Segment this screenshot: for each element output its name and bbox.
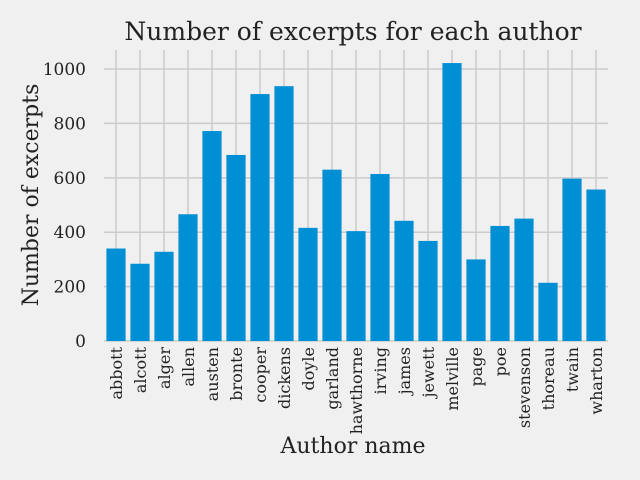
- bar-jewett: [418, 240, 438, 341]
- bar-twain: [562, 178, 582, 341]
- bar-poe: [490, 225, 510, 341]
- x-tick-label: abbott: [107, 346, 126, 399]
- y-tick-labels: 0 200 400 600 800 1000: [43, 60, 86, 352]
- x-tick-label: wharton: [587, 347, 606, 415]
- x-tick-label: allen: [179, 347, 198, 387]
- bar-melville: [442, 63, 462, 342]
- x-tick-label: twain: [563, 347, 582, 392]
- y-tick-label: 800: [54, 114, 86, 134]
- chart-title: Number of excerpts for each author: [124, 17, 581, 46]
- bar-page: [466, 259, 486, 341]
- bar-alcott: [130, 263, 150, 341]
- bar-alger: [154, 251, 174, 341]
- bar-james: [394, 220, 414, 341]
- bar-bronte: [226, 154, 246, 341]
- x-tick-label: james: [395, 347, 414, 396]
- bar-hawthorne: [346, 231, 366, 341]
- x-tick-label: poe: [491, 347, 510, 376]
- x-tick-label: austen: [203, 347, 222, 401]
- y-tick-label: 600: [54, 169, 86, 189]
- bar-allen: [178, 214, 198, 341]
- x-tick-label: thoreau: [539, 347, 558, 410]
- x-tick-label: page: [467, 347, 486, 387]
- x-tick-label: alcott: [131, 346, 150, 393]
- x-tick-labels: abbott alcott alger allen austen bronte cooper…: [107, 346, 606, 434]
- bar-cooper: [250, 94, 270, 341]
- y-tick-label: 0: [75, 332, 86, 352]
- x-tick-label: garland: [323, 347, 342, 410]
- x-tick-label: doyle: [299, 347, 318, 391]
- bar-thoreau: [538, 282, 558, 341]
- x-tick-label: cooper: [251, 347, 270, 403]
- x-tick-label: jewett: [419, 346, 438, 399]
- bar-wharton: [586, 189, 606, 341]
- x-tick-label: alger: [155, 347, 174, 389]
- x-tick-label: hawthorne: [347, 347, 366, 434]
- bar-dickens: [274, 86, 294, 342]
- bar-austen: [202, 131, 222, 341]
- x-tick-label: melville: [443, 347, 462, 411]
- x-tick-label: stevenson: [515, 347, 534, 428]
- y-axis-label: Number of excerpts: [19, 84, 44, 307]
- bars: [106, 63, 606, 342]
- y-tick-label: 200: [54, 278, 86, 298]
- bar-garland: [322, 169, 342, 341]
- x-tick-label: bronte: [227, 347, 246, 401]
- bar-abbott: [106, 248, 126, 341]
- bar-doyle: [298, 227, 318, 341]
- y-tick-label: 400: [54, 223, 86, 243]
- y-tick-label: 1000: [43, 60, 86, 80]
- x-axis-label: Author name: [280, 434, 426, 459]
- bar-irving: [370, 174, 390, 341]
- x-tick-label: irving: [371, 347, 390, 394]
- bar-stevenson: [514, 218, 534, 341]
- x-tick-label: dickens: [275, 347, 294, 409]
